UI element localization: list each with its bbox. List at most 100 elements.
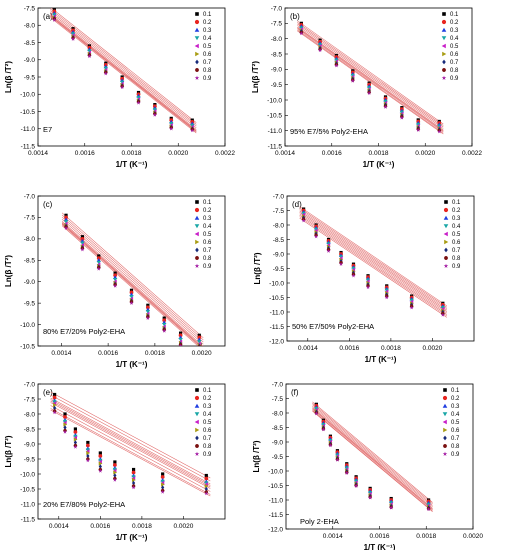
data-point: [113, 473, 117, 478]
x-tick-label: 0.0016: [339, 345, 359, 352]
y-axis-label: Ln(β /T²): [4, 435, 13, 467]
legend: 0.1 0.2 0.3 0.4 0.5 0.6 0.7 0.8 0.9: [194, 388, 212, 458]
legend-label: 0.5: [203, 420, 212, 426]
y-tick-label: -10.5: [20, 486, 35, 493]
x-tick-label: 0.0020: [463, 533, 483, 540]
data-point: [204, 473, 208, 478]
legend-label: 0.3: [452, 216, 461, 222]
data-point: [113, 470, 117, 475]
legend-label: 0.5: [203, 232, 212, 238]
y-tick-label: -8.0: [273, 222, 285, 229]
panel-label: (b): [290, 12, 300, 21]
data-point: [86, 453, 90, 459]
data-point: [178, 343, 183, 346]
y-tick-label: -8.5: [24, 40, 36, 47]
data-point: [334, 58, 339, 63]
data-point: [313, 234, 319, 239]
data-point: [120, 80, 125, 85]
legend-label: 0.9: [452, 264, 461, 270]
legend-marker: [194, 207, 200, 213]
data-point: [321, 427, 326, 432]
data-point: [416, 122, 421, 127]
data-point: [426, 507, 431, 512]
data-point: [344, 470, 349, 475]
y-tick-label: -10.0: [20, 92, 35, 99]
data-point: [52, 17, 57, 22]
fit-line: [50, 8, 197, 123]
fit-line: [61, 223, 201, 346]
data-point: [64, 215, 68, 220]
data-point: [145, 315, 150, 320]
legend-label: 0.4: [203, 412, 212, 418]
panel-label: (d): [292, 200, 302, 209]
data-point: [204, 486, 208, 492]
y-tick-label: -9.0: [24, 57, 36, 64]
legend-marker: [194, 36, 200, 41]
y-tick-label: -7.0: [273, 193, 285, 200]
legend-label: 0.6: [203, 52, 212, 58]
legend-marker: [441, 75, 447, 80]
x-tick-label: 0.0016: [90, 523, 110, 530]
data-point: [367, 91, 372, 96]
data-point: [326, 248, 331, 253]
y-tick-label: -11.5: [270, 324, 285, 331]
legend-label: 0.1: [203, 388, 212, 394]
legend-marker: [194, 256, 200, 260]
y-tick-label: -9.0: [24, 441, 36, 448]
legend-label: 0.7: [203, 248, 212, 254]
y-tick-label: -10.0: [20, 322, 35, 329]
x-tick-label: 0.0020: [168, 150, 188, 157]
legend-marker: [194, 263, 200, 268]
fit-line: [299, 207, 447, 308]
legend-label: 0.2: [203, 20, 212, 26]
y-tick-label: -9.0: [272, 439, 284, 446]
legend-marker: [195, 200, 199, 204]
legend-marker: [441, 19, 447, 25]
y-tick-label: -10.5: [268, 483, 283, 490]
fit-line: [50, 14, 197, 131]
data-point: [389, 505, 394, 510]
data-point: [70, 36, 76, 41]
fit-line: [299, 212, 447, 312]
fit-line: [299, 209, 447, 309]
y-tick-label: -10.0: [20, 471, 35, 478]
legend-label: 0.7: [450, 60, 459, 66]
data-point: [204, 491, 209, 496]
data-point: [112, 463, 117, 467]
y-tick-label: -10.5: [267, 113, 282, 120]
legend-label: 0.4: [451, 412, 460, 418]
data-point: [129, 300, 134, 305]
data-point: [96, 260, 101, 265]
legend-marker: [443, 435, 447, 441]
fit-line: [312, 409, 433, 511]
data-point: [129, 295, 134, 299]
legend-marker: [444, 200, 448, 204]
data-point: [328, 438, 333, 443]
chart-panel-6: -7.0 -7.5 -8.0 -8.5 -9.0 -9.5 -10.0 -10.5 -11.0 -…: [252, 381, 483, 550]
legend-marker: [195, 435, 199, 441]
chart-panel-2: -7.0 -7.5 -8.0 -8.5 -9.0 -9.5 -10.0 -10.5 -11.0 -…: [251, 5, 482, 169]
legend-label: 0.2: [451, 396, 460, 402]
data-point: [178, 333, 183, 338]
legend-label: 0.5: [450, 44, 459, 50]
legend-marker: [442, 59, 446, 65]
data-point: [131, 467, 136, 472]
data-point: [350, 73, 355, 78]
data-point: [85, 443, 90, 448]
data-point: [80, 247, 85, 252]
x-tick-label: 0.0014: [49, 523, 69, 530]
fit-line: [50, 394, 211, 482]
data-point: [136, 100, 141, 105]
plot-area: [297, 20, 444, 135]
panel-label: (c): [43, 200, 53, 209]
data-point: [103, 71, 108, 76]
y-tick-label: -12.0: [269, 338, 284, 345]
legend-label: 0.2: [452, 208, 461, 214]
sample-annotation: 50% E7/50% Poly2-EHA: [292, 322, 374, 331]
legend-label: 0.8: [451, 444, 460, 450]
x-tick-label: 0.0018: [122, 150, 142, 157]
data-point: [344, 466, 349, 471]
data-point: [73, 444, 78, 449]
legend-marker: [194, 19, 200, 25]
data-point: [98, 464, 102, 469]
